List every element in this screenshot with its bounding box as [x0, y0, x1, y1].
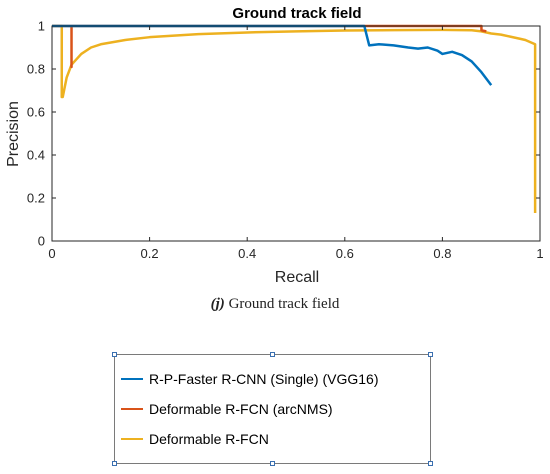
- caption-text: Ground track field: [228, 296, 340, 312]
- legend-item-deformable-rfcn-arcnms: Deformable R-FCN (arcNMS): [121, 399, 333, 419]
- y-tick-label: 1: [38, 19, 45, 34]
- legend-swatch: [121, 438, 143, 440]
- resize-handle-bottom-left[interactable]: [112, 461, 117, 466]
- pr-chart: Ground track field 0 0.2 0.4 0.6 0.8 1 0 0.2 0.…: [5, 5, 544, 286]
- legend-item-rp-faster-rcnn: R-P-Faster R-CNN (Single) (VGG16): [121, 369, 378, 389]
- series-line-2: [52, 24, 537, 214]
- resize-handle-bottom[interactable]: [270, 461, 275, 466]
- x-tick-label: 0.8: [433, 246, 451, 261]
- x-tick-label: 0.4: [238, 246, 256, 261]
- legend-swatch: [121, 378, 143, 380]
- legend-label: R-P-Faster R-CNN (Single) (VGG16): [149, 371, 379, 387]
- chart-title: Ground track field: [232, 5, 361, 22]
- y-tick-label: 0.6: [27, 105, 45, 120]
- resize-handle-bottom-right[interactable]: [428, 461, 433, 466]
- series-line-0: [52, 24, 493, 86]
- y-tick-label: 0: [38, 234, 45, 249]
- caption-letter: (j): [210, 296, 225, 312]
- figure-caption: (j) Ground track field: [0, 296, 550, 313]
- axes-box: [51, 25, 541, 242]
- x-tick-label: 0.2: [141, 246, 159, 261]
- x-tick-label: 0: [48, 246, 55, 261]
- y-axis-ticks: 0 0.2 0.4 0.6 0.8 1: [27, 19, 540, 249]
- resize-handle-top[interactable]: [270, 352, 275, 357]
- y-tick-label: 0.8: [27, 62, 45, 77]
- resize-handle-top-left[interactable]: [112, 352, 117, 357]
- legend-item-deformable-rfcn: Deformable R-FCN: [121, 429, 269, 449]
- y-tick-label: 0.4: [27, 148, 45, 163]
- legend-swatch: [121, 408, 143, 410]
- x-tick-label: 1: [536, 246, 543, 261]
- legend[interactable]: R-P-Faster R-CNN (Single) (VGG16) Deform…: [112, 352, 433, 466]
- legend-label: Deformable R-FCN: [149, 431, 269, 447]
- plot-lines: [52, 24, 537, 214]
- y-tick-label: 0.2: [27, 191, 45, 206]
- x-axis-ticks: 0 0.2 0.4 0.6 0.8 1: [48, 26, 544, 261]
- resize-handle-top-right[interactable]: [428, 352, 433, 357]
- legend-label: Deformable R-FCN (arcNMS): [149, 401, 333, 417]
- x-tick-label: 0.6: [336, 246, 354, 261]
- x-axis-label: Recall: [275, 269, 319, 286]
- y-axis-label: Precision: [5, 101, 22, 167]
